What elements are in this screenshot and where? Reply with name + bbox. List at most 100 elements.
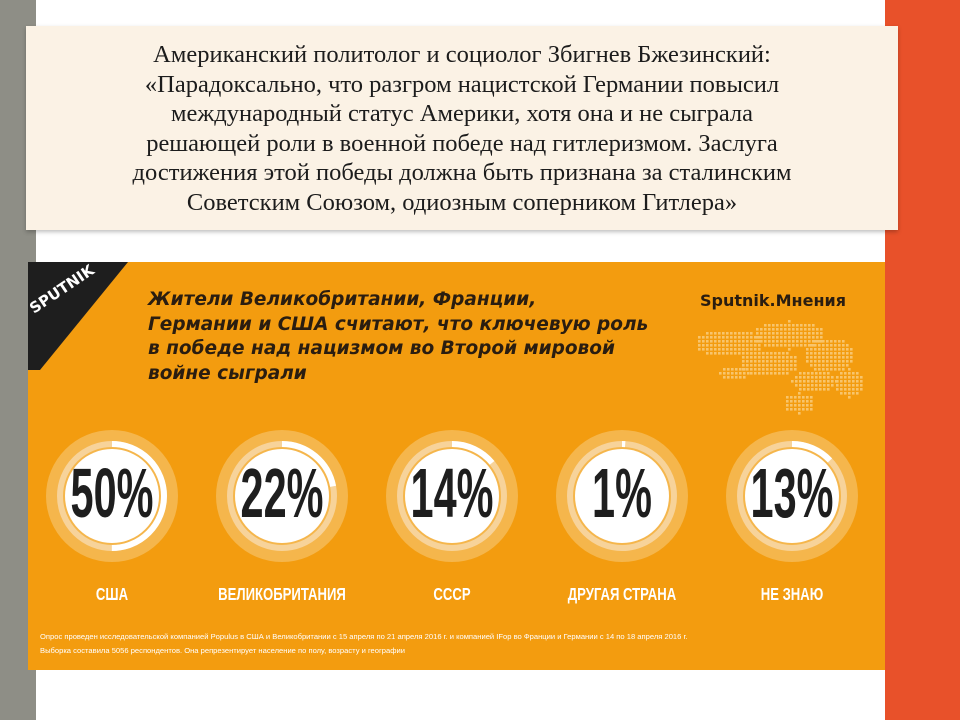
headline-line: Жители Великобритании, Франции, [148,289,537,310]
map-dot [820,328,823,331]
map-dot [856,392,859,395]
map-dot [742,340,745,343]
map-dot [806,404,809,407]
quote-line: международный статус Америки, хотя она и… [170,100,754,127]
map-dot [722,344,725,347]
map-dot [762,368,765,371]
map-dot [782,368,785,371]
map-dot [760,332,763,335]
map-dot [794,400,797,403]
map-dot [806,408,809,411]
map-dot [710,344,713,347]
map-dot [830,348,833,351]
map-dot [796,328,799,331]
map-dot [834,364,837,367]
map-dot [814,352,817,355]
map-dot [739,376,742,379]
map-dot [750,364,753,367]
map-dot [770,364,773,367]
map-dot [698,348,701,351]
map-dot [844,380,847,383]
map-dot [826,368,829,371]
map-dot [770,360,773,363]
map-dot [784,328,787,331]
ring-group: 13% НЕ ЗНАЮ [726,430,858,605]
map-dot [810,344,813,347]
category-label: НЕ ЗНАЮ [761,585,824,604]
map-dot [814,340,817,343]
map-dot [726,332,729,335]
map-dot [768,344,771,347]
map-dot [702,336,705,339]
quote-line: «Парадоксально, что разгром нацистской Г… [144,70,780,98]
map-dot [842,368,845,371]
map-dot [834,368,837,371]
map-dot [790,356,793,359]
map-dot [850,348,853,351]
map-dot [766,352,769,355]
map-dot [803,388,806,391]
map-dot [848,396,851,399]
category-label: ДРУГАЯ СТРАНА [568,585,676,604]
map-dot [790,408,793,411]
map-dot [800,336,803,339]
map-dot [794,360,797,363]
map-dot [815,372,818,375]
map-dot [815,380,818,383]
map-dot [840,384,843,387]
map-dot [706,340,709,343]
map-dot [856,388,859,391]
map-dot [727,372,730,375]
map-dot [799,384,802,387]
map-dot [746,368,749,371]
map-dot [788,348,791,351]
map-dot [838,348,841,351]
map-dot [764,340,767,343]
value-label: 13% [751,455,834,533]
map-dot [714,340,717,343]
map-dot [758,352,761,355]
map-dot [792,324,795,327]
map-dot [754,352,757,355]
map-dot [808,332,811,335]
map-dot [852,380,855,383]
map-dot [742,352,745,355]
map-dot [838,364,841,367]
map-dot [770,352,773,355]
map-dot [836,376,839,379]
map-dot [762,352,765,355]
map-dot [780,344,783,347]
map-dot [840,388,843,391]
map-dot [823,376,826,379]
map-dot [743,368,746,371]
map-dot [806,396,809,399]
map-dot [770,372,773,375]
map-dot [710,340,713,343]
map-dot [766,372,769,375]
map-dot [816,336,819,339]
map-dot [796,344,799,347]
map-dot [758,364,761,367]
map-dot [830,356,833,359]
map-dot [734,348,737,351]
map-dot [807,384,810,387]
map-dot [764,324,767,327]
map-dot [770,356,773,359]
map-dot [838,352,841,355]
map-dot [738,336,741,339]
map-dot [803,380,806,383]
map-dot [842,344,845,347]
map-dot [860,384,863,387]
map-dot [803,376,806,379]
map-dot [790,360,793,363]
ring-value-arc [737,441,847,551]
map-dot [820,332,823,335]
map-dot [766,368,769,371]
map-dot [840,376,843,379]
map-dot [788,340,791,343]
map-dot [734,336,737,339]
map-dot [808,336,811,339]
map-dot [782,356,785,359]
map-dot [778,372,781,375]
map-dot [850,360,853,363]
